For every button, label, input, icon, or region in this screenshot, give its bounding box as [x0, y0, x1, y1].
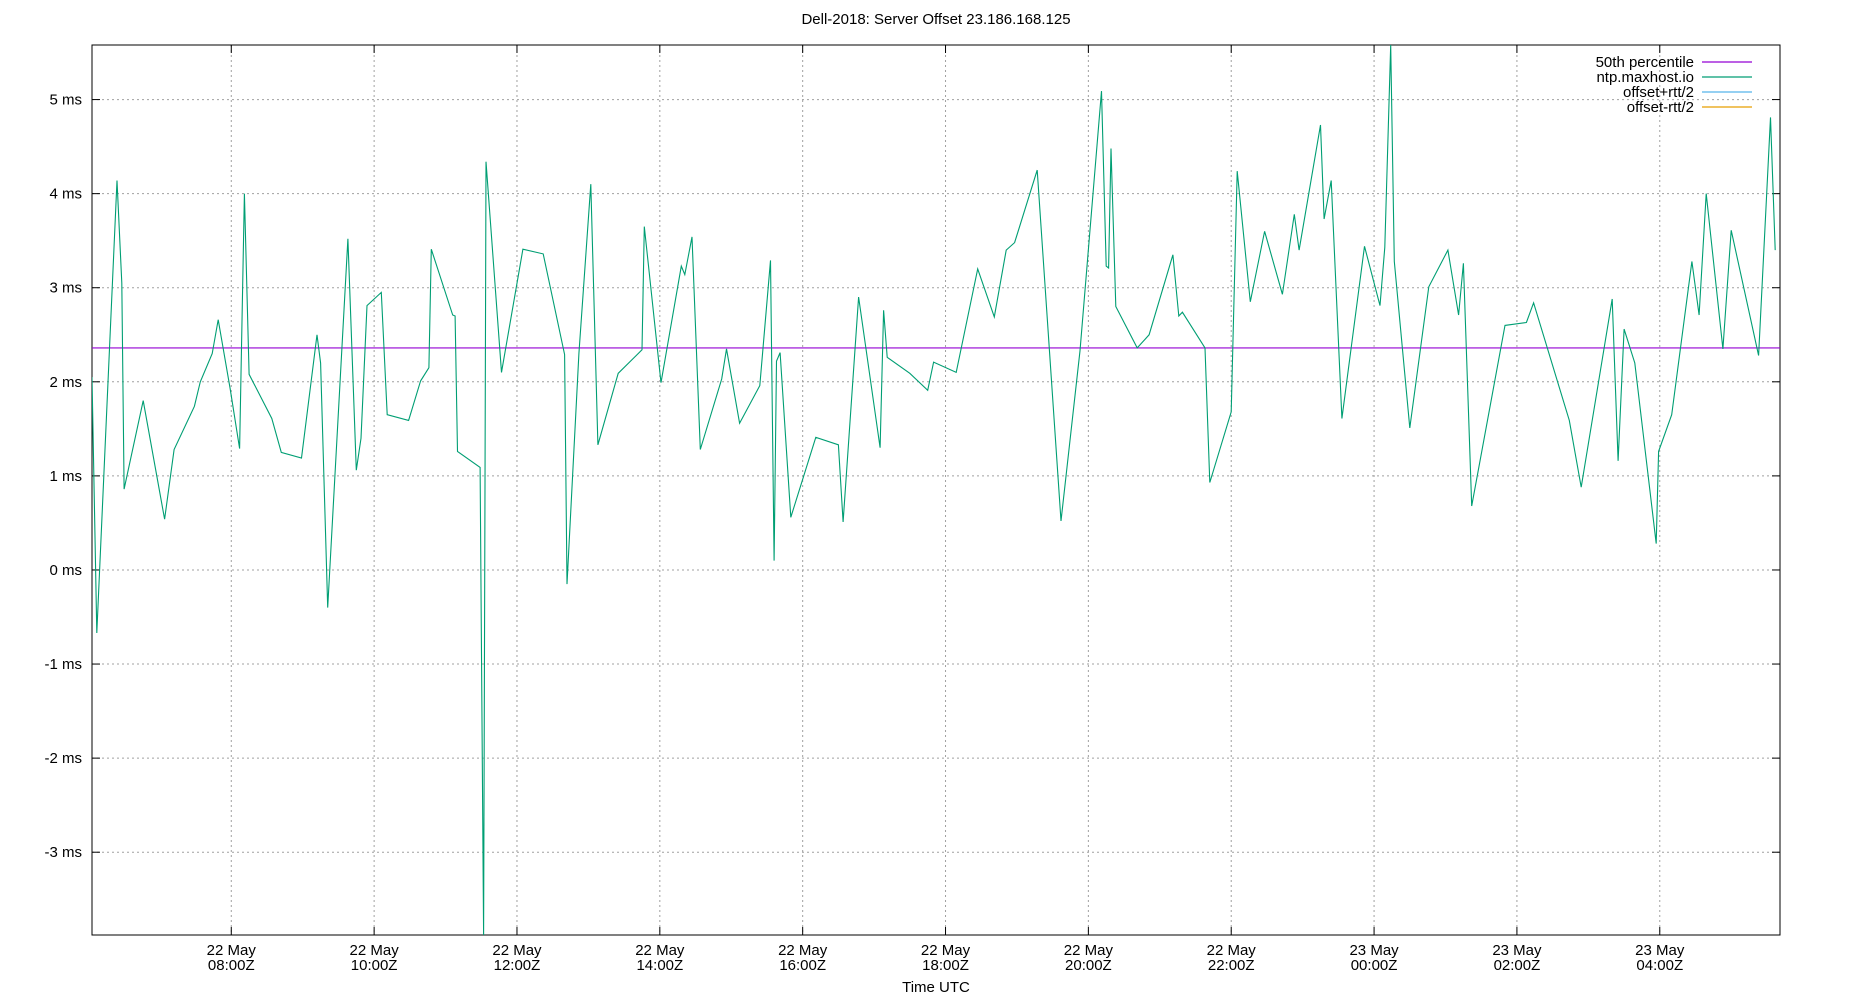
x-tick-label: 22 May 20:00Z [1064, 942, 1114, 974]
chart-title: Dell-2018: Server Offset 23.186.168.125 [801, 11, 1070, 28]
x-tick-label: 22 May 10:00Z [350, 942, 400, 974]
y-tick-label: 5 ms [49, 92, 82, 109]
legend-label: 50th percentile [1596, 54, 1694, 71]
y-tick-label: -3 ms [45, 844, 83, 861]
plot-area [92, 45, 1780, 935]
x-tick-label: 22 May 22:00Z [1207, 942, 1257, 974]
y-tick-label: 0 ms [49, 562, 82, 579]
x-tick-label: 22 May 08:00Z [207, 942, 257, 974]
plot-frame [91, 44, 1781, 936]
y-tick-label: -1 ms [45, 656, 83, 673]
x-tick-label: 23 May 00:00Z [1349, 942, 1399, 974]
x-tick-label: 22 May 18:00Z [921, 942, 971, 974]
y-tick-label: 3 ms [49, 280, 82, 297]
legend-label: offset+rtt/2 [1623, 84, 1694, 101]
x-tick-label: 22 May 16:00Z [778, 942, 828, 974]
x-tick-label: 22 May 12:00Z [492, 942, 542, 974]
legend-label: offset-rtt/2 [1627, 99, 1694, 116]
x-axis-title: Time UTC [902, 979, 970, 996]
x-tick-label: 22 May 14:00Z [635, 942, 685, 974]
legend-label: ntp.maxhost.io [1596, 69, 1694, 86]
series-line [92, 45, 1776, 935]
y-tick-label: -2 ms [45, 750, 83, 767]
x-tick-label: 23 May 04:00Z [1635, 942, 1685, 974]
y-tick-label: 2 ms [49, 374, 82, 391]
y-tick-label: 1 ms [49, 468, 82, 485]
x-tick-label: 23 May 02:00Z [1492, 942, 1542, 974]
y-tick-label: 4 ms [49, 186, 82, 203]
